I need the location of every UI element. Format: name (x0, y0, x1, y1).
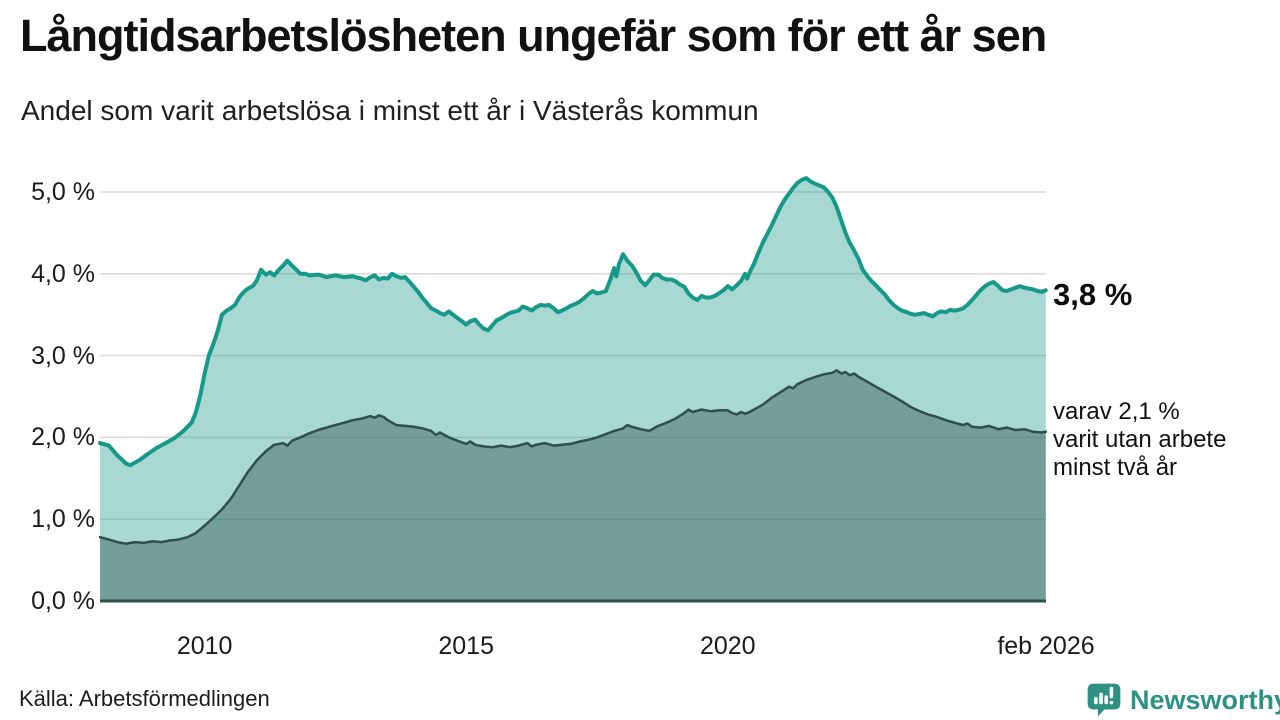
y-axis-label: 3,0 % (31, 341, 95, 370)
chart-subtitle: Andel som varit arbetslösa i minst ett å… (21, 95, 759, 126)
secondary-annotation-line2: varit utan arbete (1053, 426, 1227, 453)
secondary-annotation: varav 2,1 % varit utan arbete minst två … (1053, 398, 1226, 482)
y-axis-label: 5,0 % (31, 178, 95, 206)
x-axis-label: 2020 (699, 632, 756, 660)
area-fill-1 (100, 178, 1046, 601)
x-axis-label: 2010 (176, 632, 233, 660)
series-line-2 (98, 369, 1048, 545)
secondary-annotation-line3: minst två år (1053, 454, 1178, 481)
y-axis-label: 4,0 % (31, 259, 95, 288)
y-axis-label: 1,0 % (31, 505, 95, 534)
latest-value-label: 3,8 % (1053, 277, 1133, 312)
x-axis-label: feb 2026 (997, 632, 1095, 660)
newsworthy-logo: Newsworthy (1085, 681, 1280, 719)
area-fill-2 (100, 370, 1046, 601)
newsworthy-logo-text: Newsworthy (1130, 684, 1280, 715)
page-title: Långtidsarbetslösheten ungefär som för e… (20, 10, 1047, 61)
source-note: Källa: Arbetsförmedlingen (19, 686, 270, 711)
newsworthy-bubble-chart-icon (1087, 683, 1121, 717)
y-axis-label: 0,0 % (31, 587, 95, 615)
secondary-annotation-line1: varav 2,1 % (1053, 398, 1180, 425)
x-axis-label: 2015 (438, 632, 494, 660)
series-line-1 (98, 176, 1048, 468)
y-axis-label: 2,0 % (31, 423, 95, 452)
